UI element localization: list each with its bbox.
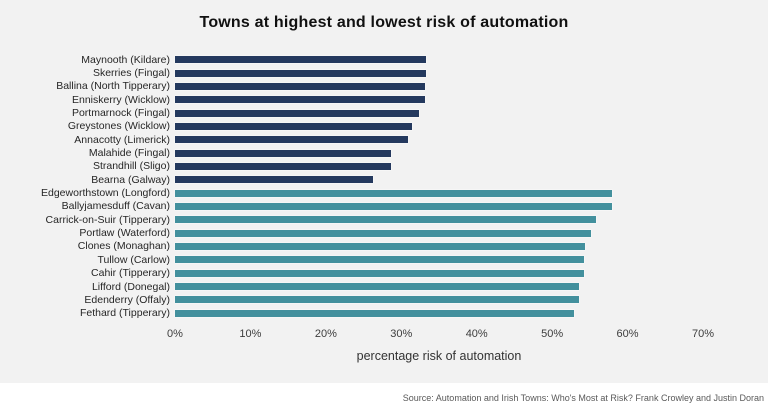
- category-label: Maynooth (Kildare): [81, 53, 170, 66]
- x-tick-label: 0%: [167, 328, 183, 340]
- bar-lowest-risk: [175, 122, 412, 130]
- category-label: Edenderry (Offaly): [84, 293, 170, 306]
- bar-lowest-risk: [175, 149, 392, 157]
- category-label: Strandhill (Sligo): [92, 160, 170, 173]
- bar-highest-risk: [175, 283, 579, 291]
- category-label: Portlaw (Waterford): [79, 227, 170, 240]
- chart-row: Ballina (North Tipperary): [0, 80, 768, 93]
- chart-row: Portlaw (Waterford): [0, 226, 768, 239]
- footer-strip: Source: Automation and Irish Towns: Who'…: [0, 383, 768, 420]
- bar-highest-risk: [175, 309, 575, 317]
- chart-row: Annacotty (Limerick): [0, 133, 768, 146]
- bar-lowest-risk: [175, 136, 409, 144]
- category-label: Skerries (Fingal): [92, 67, 170, 80]
- category-label: Fethard (Tipperary): [79, 307, 170, 320]
- chart-row: Edgeworthstown (Longford): [0, 186, 768, 199]
- chart-row: Skerries (Fingal): [0, 66, 768, 79]
- bar-highest-risk: [175, 189, 612, 197]
- category-label: Edgeworthstown (Longford): [41, 187, 170, 200]
- bar-highest-risk: [175, 216, 596, 224]
- chart-row: Greystones (Wicklow): [0, 120, 768, 133]
- chart-row: Ballyjamesduff (Cavan): [0, 200, 768, 213]
- x-tick-label: 20%: [314, 328, 337, 340]
- bar-highest-risk: [175, 229, 592, 237]
- bar-lowest-risk: [175, 109, 419, 117]
- bar-lowest-risk: [175, 56, 427, 64]
- source-attribution: Source: Automation and Irish Towns: Who'…: [402, 393, 764, 403]
- chart-row: Bearna (Galway): [0, 173, 768, 186]
- chart-row: Malahide (Fingal): [0, 146, 768, 159]
- chart-row: Tullow (Carlow): [0, 253, 768, 266]
- bar-highest-risk: [175, 296, 579, 304]
- x-axis-label: percentage risk of automation: [356, 349, 522, 363]
- x-tick-label: 50%: [541, 328, 564, 340]
- chart-title: Towns at highest and lowest risk of auto…: [199, 14, 569, 31]
- category-label: Enniskerry (Wicklow): [71, 93, 170, 106]
- category-label: Ballina (North Tipperary): [56, 80, 170, 93]
- x-axis-ticks: 0% 10% 20% 30% 40% 50% 60% 70%: [0, 328, 768, 342]
- x-tick-label: 60%: [616, 328, 639, 340]
- bar-lowest-risk: [175, 82, 426, 90]
- bar-highest-risk: [175, 256, 584, 264]
- bar-rows-container: Maynooth (Kildare) Skerries (Fingal) Balli…: [0, 53, 768, 320]
- bar-highest-risk: [175, 242, 586, 250]
- chart-row: Edenderry (Offaly): [0, 293, 768, 306]
- category-label: Tullow (Carlow): [97, 253, 170, 266]
- chart-row: Fethard (Tipperary): [0, 307, 768, 320]
- x-tick-label: 10%: [239, 328, 262, 340]
- bar-lowest-risk: [175, 69, 427, 77]
- chart-row: Enniskerry (Wicklow): [0, 93, 768, 106]
- chart-row: Strandhill (Sligo): [0, 160, 768, 173]
- category-label: Bearna (Galway): [91, 173, 170, 186]
- category-label: Annacotty (Limerick): [74, 133, 170, 146]
- x-tick-label: 70%: [691, 328, 715, 340]
- category-label: Portmarnock (Fingal): [71, 107, 170, 120]
- category-label: Greystones (Wicklow): [67, 120, 170, 133]
- category-label: Lifford (Donegal): [91, 280, 170, 293]
- chart-row: Maynooth (Kildare): [0, 53, 768, 66]
- bar-lowest-risk: [175, 162, 391, 170]
- chart-row: Cahir (Tipperary): [0, 267, 768, 280]
- category-label: Carrick-on-Suir (Tipperary): [45, 213, 170, 226]
- x-tick-label: 40%: [465, 328, 488, 340]
- chart-row: Clones (Monaghan): [0, 240, 768, 253]
- bar-highest-risk: [175, 202, 612, 210]
- x-tick-label: 30%: [390, 328, 413, 340]
- category-label: Malahide (Fingal): [88, 147, 170, 160]
- bar-lowest-risk: [175, 96, 426, 104]
- chart-row: Portmarnock (Fingal): [0, 106, 768, 119]
- bar-highest-risk: [175, 269, 584, 277]
- category-label: Ballyjamesduff (Cavan): [61, 200, 170, 213]
- category-label: Cahir (Tipperary): [91, 267, 170, 280]
- chart-row: Lifford (Donegal): [0, 280, 768, 293]
- bar-lowest-risk: [175, 176, 373, 184]
- category-label: Clones (Monaghan): [77, 240, 170, 253]
- chart-row: Carrick-on-Suir (Tipperary): [0, 213, 768, 226]
